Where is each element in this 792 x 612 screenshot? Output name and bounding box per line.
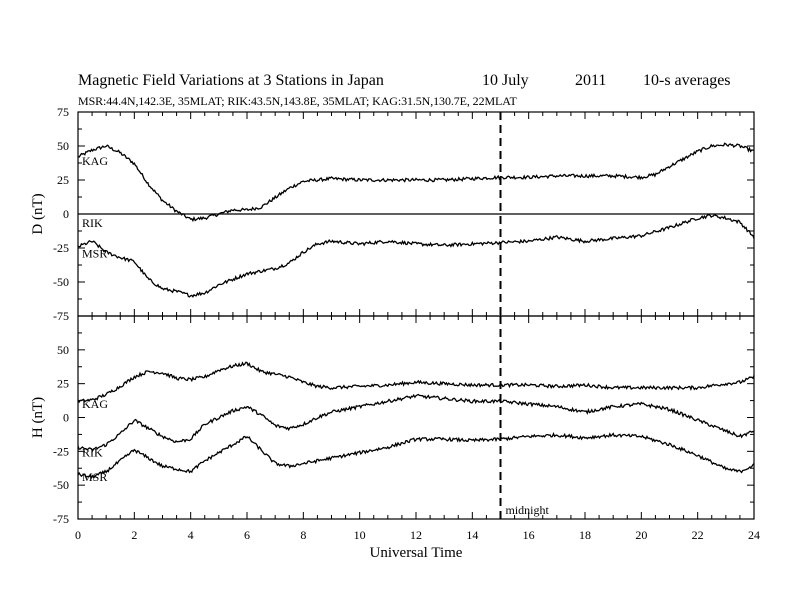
chart-year: 2011	[575, 72, 607, 89]
series-line-D-KAG	[77, 142, 755, 223]
midnight-annotation: midnight	[506, 503, 550, 517]
series-line-H-RIK	[77, 393, 755, 452]
station-label-KAG: KAG	[82, 154, 108, 168]
panel-frame-H	[77, 315, 755, 520]
station-label-RIK: RIK	[82, 446, 103, 460]
x-axis-title: Universal Time	[370, 545, 463, 561]
y-tick-label: 25	[57, 377, 69, 391]
x-tick-label: 2	[131, 528, 137, 542]
stations-subtitle: MSR:44.4N,142.3E, 35MLAT; RIK:43.5N,143.…	[78, 94, 517, 108]
y-tick-label: -25	[53, 444, 69, 458]
station-label-RIK: RIK	[82, 216, 103, 230]
x-tick-label: 8	[300, 528, 306, 542]
station-label-MSR: MSR	[82, 470, 107, 484]
x-tick-label: 22	[692, 528, 704, 542]
y-axis-title-H: H (nT)	[30, 397, 46, 438]
x-tick-label: 6	[244, 528, 250, 542]
x-tick-label: 10	[354, 528, 366, 542]
series-line-H-MSR	[77, 432, 755, 480]
y-axis-title-D: D (nT)	[30, 193, 46, 234]
chart-averaging: 10-s averages	[643, 72, 731, 89]
x-tick-label: 16	[523, 528, 535, 542]
x-tick-label: 14	[466, 528, 478, 542]
x-tick-label: 4	[188, 528, 194, 542]
y-tick-label: 75	[57, 105, 69, 119]
chart-title: Magnetic Field Variations at 3 Stations …	[78, 72, 384, 89]
y-tick-label: 0	[63, 207, 69, 221]
station-label-KAG: KAG	[82, 397, 108, 411]
y-tick-label: 50	[57, 343, 69, 357]
axis-ticks	[77, 111, 755, 520]
series-line-D-MSR	[77, 213, 755, 298]
y-tick-label: 25	[57, 173, 69, 187]
y-tick-label: -75	[53, 309, 69, 323]
x-tick-label: 0	[75, 528, 81, 542]
y-tick-label: -50	[53, 478, 69, 492]
x-tick-label: 18	[579, 528, 591, 542]
x-tick-label: 24	[748, 528, 760, 542]
y-tick-label: 50	[57, 139, 69, 153]
station-label-MSR: MSR	[82, 246, 107, 260]
text-labels: 75 50 25 0 -25 -50 -75 D (nT) KAG RIK MSR 50 25 0 -25 -…	[30, 105, 760, 561]
chart-date: 10 July	[482, 72, 529, 89]
y-tick-label: -25	[53, 241, 69, 255]
x-tick-label: 20	[635, 528, 647, 542]
y-tick-label: 0	[63, 411, 69, 425]
y-tick-label: -75	[53, 512, 69, 526]
x-tick-label: 12	[410, 528, 422, 542]
series-line-H-KAG	[77, 361, 755, 404]
y-tick-label: -50	[53, 275, 69, 289]
chart-title-row: Magnetic Field Variations at 3 Stations …	[78, 72, 758, 92]
data-lines	[77, 112, 755, 519]
